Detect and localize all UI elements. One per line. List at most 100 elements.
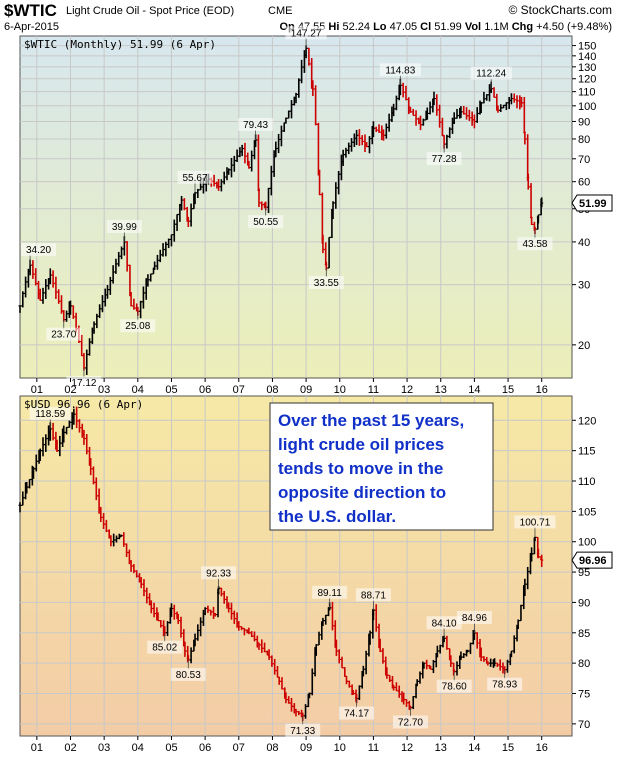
brand-label: © StockCharts.com: [508, 3, 612, 17]
annotation-label: 33.55: [314, 278, 339, 289]
note-line-2: light crude oil prices: [278, 435, 444, 454]
annotation-bg: [355, 588, 391, 602]
annotation-bg: [177, 170, 213, 184]
annotation-bg: [147, 640, 183, 654]
last-value-label: 96.96: [579, 555, 607, 567]
y-tick-label: 40: [578, 237, 590, 249]
annotation-bg: [21, 243, 56, 257]
y-tick-label: 80: [578, 134, 590, 146]
annotation-label: 23.70: [51, 330, 76, 341]
y-tick-label: 130: [578, 62, 596, 74]
usd-annotations: 118.59 85.02 80.53 92.33 71.33 89.11 74.17 88.7…: [29, 406, 556, 737]
stat-value: 1.1M: [484, 21, 508, 33]
annotation-label: 79.43: [243, 120, 268, 131]
annotation-label: 78.60: [442, 682, 467, 693]
y-tick-label: 115: [578, 446, 596, 458]
annotation-label: 34.20: [26, 245, 51, 256]
annotation-bg: [426, 616, 462, 630]
stat-label: Chg: [509, 21, 537, 33]
annotation-bg: [285, 26, 327, 40]
y-tick-label: 75: [578, 689, 590, 701]
x-tick-label: 04: [132, 742, 144, 754]
note-line-1: Over the past 15 years,: [278, 411, 464, 430]
stat-value: +4.50 (+9.48%): [536, 21, 612, 33]
annotation-bg: [29, 406, 71, 420]
wtic-panel: 34.20 23.70 17.12 39.99 25.08 55.67 79.43 50.55…: [18, 26, 613, 389]
x-tick-label: 10: [334, 742, 346, 754]
stat-label: Vol: [462, 21, 484, 33]
stat-label: Hi: [325, 21, 342, 33]
header-symbol: $WTIC: [4, 1, 57, 20]
annotation-bg: [514, 515, 556, 529]
usd-x-axis: 01 02 03 04 05 06 07 08 09 10 11 12 13 14 15 16: [31, 736, 548, 754]
header-stats: Op 47.55 Hi 52.24 Lo 47.05 Cl 51.99 Vol …: [279, 21, 612, 33]
annotation-bg: [379, 63, 421, 77]
note-line-4: opposite direction to: [278, 483, 446, 502]
x-tick-label: 10: [334, 384, 346, 396]
y-tick-label: 110: [578, 476, 596, 488]
x-tick-label: 05: [165, 742, 177, 754]
annotation-label: 88.71: [361, 590, 386, 601]
annotation-label: 74.17: [344, 709, 369, 720]
annotation-label: 100.71: [520, 517, 551, 528]
header-exchange: CME: [268, 5, 292, 17]
usd-last-value: 96.96: [571, 551, 613, 569]
x-tick-label: 13: [435, 384, 447, 396]
note-line-5: the U.S. dollar.: [278, 507, 396, 526]
x-tick-label: 01: [31, 742, 43, 754]
annotation-label: 84.10: [432, 618, 457, 629]
annotation-label: 77.28: [432, 154, 457, 165]
stat-value: 47.05: [390, 21, 418, 33]
x-tick-label: 03: [98, 742, 110, 754]
annotation-label: 89.11: [318, 588, 343, 599]
annotation-label: 147.27: [291, 28, 322, 39]
annotation-bg: [248, 215, 284, 229]
usd-note-box: Over the past 15 years, light crude oil …: [269, 402, 494, 531]
x-tick-label: 15: [502, 384, 514, 396]
x-tick-label: 06: [199, 742, 211, 754]
annotation-label: 39.99: [112, 222, 137, 233]
annotation-bg: [392, 715, 428, 729]
y-tick-label: 85: [578, 628, 590, 640]
note-line-3: tends to move in the: [278, 459, 443, 478]
x-tick-label: 16: [536, 742, 548, 754]
annotation-label: 85.02: [152, 643, 177, 654]
y-tick-label: 120: [578, 415, 596, 427]
annotation-bg: [106, 219, 142, 233]
stat-label: Cl: [417, 21, 434, 33]
x-tick-label: 02: [64, 742, 76, 754]
annotation-label: 80.53: [176, 670, 201, 681]
y-tick-label: 70: [578, 154, 590, 166]
last-value-tag: [571, 194, 613, 212]
annotation-label: 84.96: [462, 613, 487, 624]
y-tick-label: 120: [578, 74, 596, 86]
annotation-label: 25.08: [125, 321, 150, 332]
x-tick-label: 06: [199, 384, 211, 396]
annotation-bg: [339, 706, 375, 720]
usd-panel: 118.59 85.02 80.53 92.33 71.33 89.11 74.17 88.7…: [18, 395, 613, 737]
annotation-bg: [238, 118, 274, 132]
usd-panel-title: $USD 96.96 (6 Apr): [24, 398, 143, 411]
x-tick-label: 05: [165, 384, 177, 396]
y-tick-label: 20: [578, 340, 590, 352]
x-tick-label: 14: [468, 384, 480, 396]
x-tick-label: 07: [233, 384, 245, 396]
annotation-bg: [436, 679, 472, 693]
y-tick-label: 110: [578, 87, 596, 99]
last-value-label: 51.99: [579, 198, 607, 210]
x-tick-label: 09: [300, 742, 312, 754]
annotation-bg: [201, 566, 237, 580]
annotation-bg: [517, 237, 553, 251]
y-tick-label: 60: [578, 177, 590, 189]
usd-price-bars: [18, 406, 544, 721]
x-tick-label: 08: [266, 742, 278, 754]
annotation-bg: [312, 585, 348, 599]
annotation-label: 43.58: [522, 239, 547, 250]
annotation-bg: [120, 319, 156, 333]
stat-label: Lo: [370, 21, 390, 33]
annotation-bg: [470, 66, 512, 80]
y-tick-label: 100: [578, 101, 596, 113]
annotation-label: 78.93: [492, 680, 517, 691]
header-date: 6-Apr-2015: [4, 21, 59, 33]
annotation-label: 112.24: [476, 69, 506, 80]
